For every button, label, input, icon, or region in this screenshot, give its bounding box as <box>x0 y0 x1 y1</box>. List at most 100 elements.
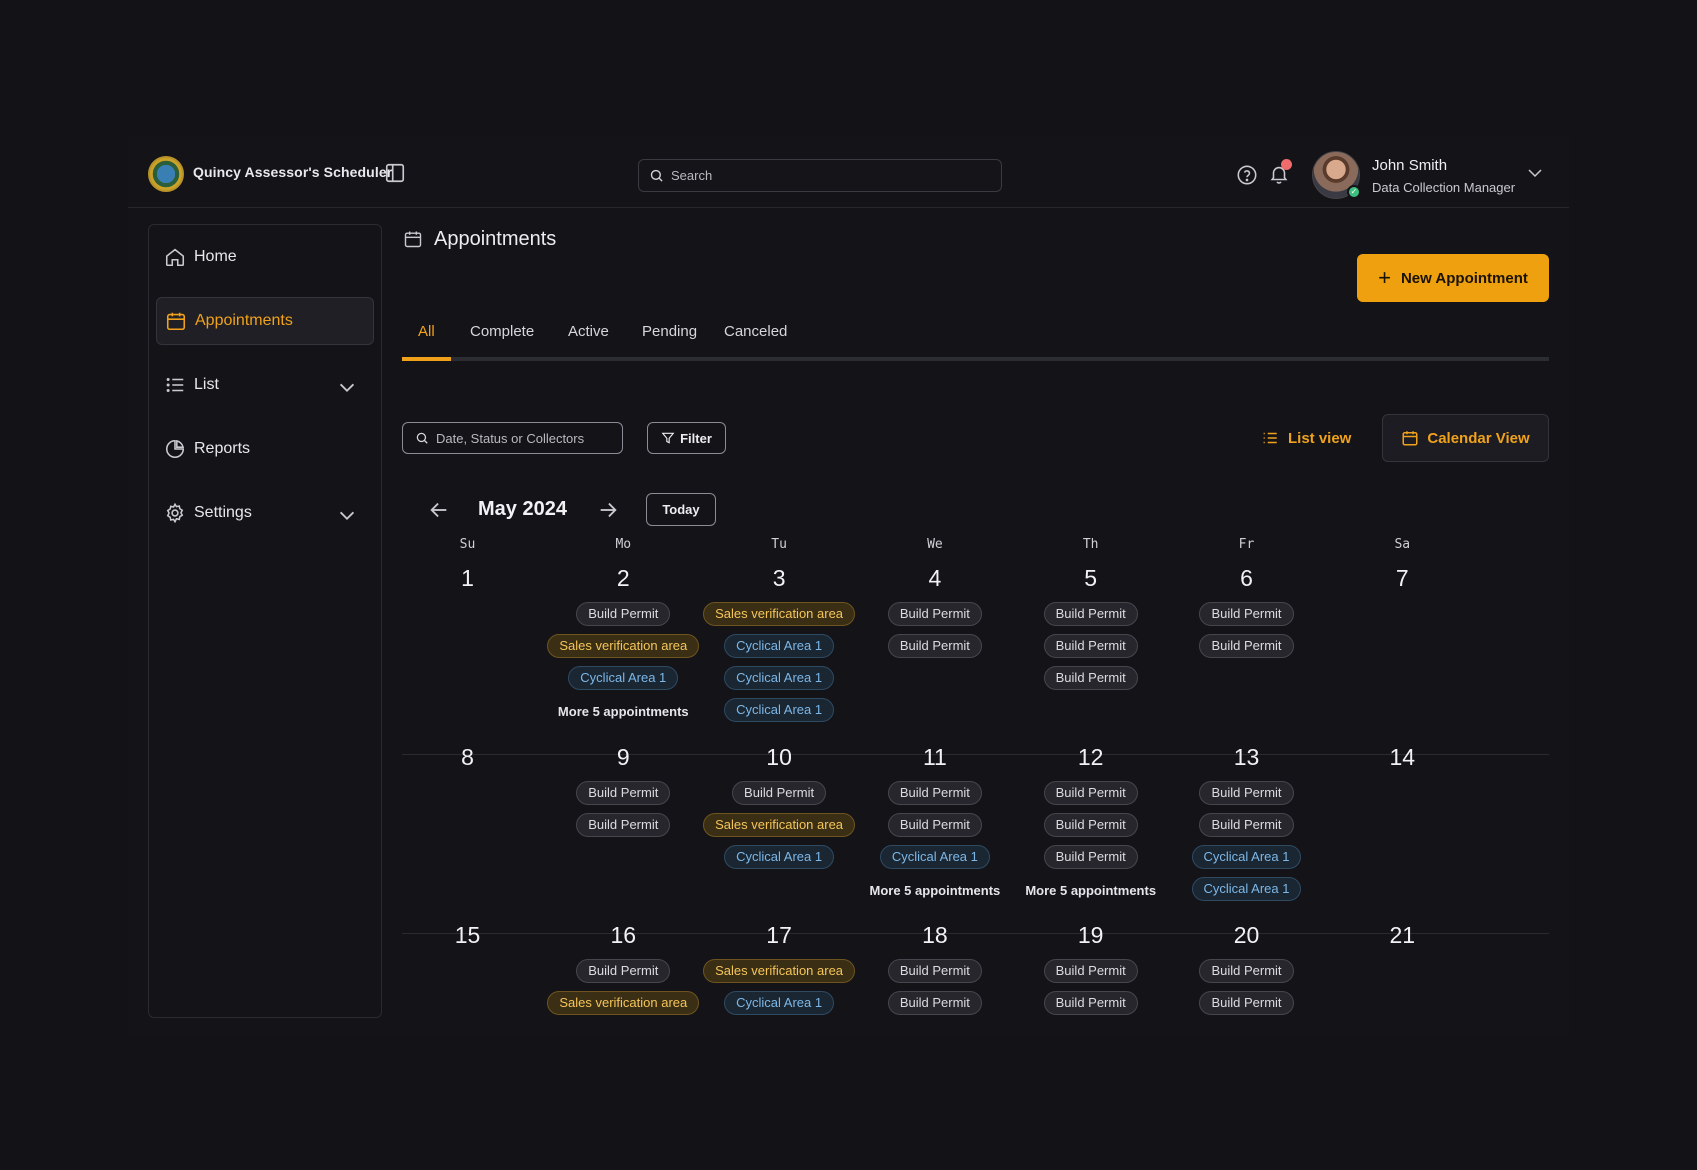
calendar-day-cell[interactable]: 12 Build Permit Build Permit Build Permit Mo… <box>1009 742 1172 934</box>
appointment-chip[interactable]: Build Permit <box>576 602 671 626</box>
chevron-down-icon[interactable] <box>336 377 358 399</box>
weekday-label: Su <box>459 537 476 552</box>
sidebar-item-list[interactable]: List <box>156 361 374 409</box>
tab-pending[interactable]: Pending <box>642 323 698 340</box>
appointment-chip[interactable]: Build Permit <box>887 634 982 658</box>
appointment-chip[interactable]: Build Permit <box>732 780 827 805</box>
sidebar: Home Appointments List Reports Settings <box>148 224 382 1018</box>
tab-active[interactable]: Active <box>568 323 609 340</box>
calendar-day-cell[interactable]: 5 Build Permit Build Permit Build Permit <box>1009 563 1172 755</box>
calendar-day-cell[interactable]: 17 Sales verification area Cyclical Area 1 <box>698 920 861 1035</box>
appointment-chip[interactable]: Build Permit <box>576 959 671 983</box>
more-appointments-link[interactable]: More 5 appointments <box>557 704 689 719</box>
appointment-chip[interactable]: Build Permit <box>887 959 982 983</box>
appointment-chip[interactable]: Cyclical Area 1 <box>879 844 990 869</box>
day-number: 21 <box>1389 922 1416 948</box>
appointment-chip[interactable]: Build Permit <box>1199 780 1294 805</box>
appointment-chip[interactable]: Cyclical Area 1 <box>1191 876 1302 901</box>
user-role: Data Collection Manager <box>1372 180 1516 195</box>
calendar-day-cell[interactable]: 4 Build Permit Build Permit <box>853 563 1016 755</box>
arrow-right-icon[interactable] <box>597 499 619 521</box>
calendar-day-cell[interactable]: 19 Build Permit Build Permit <box>1009 920 1172 1035</box>
appointment-chip[interactable]: Sales verification area <box>547 991 700 1015</box>
appointment-chip[interactable]: Cyclical Area 1 <box>724 634 835 658</box>
global-search[interactable] <box>638 159 1002 192</box>
list-view-button[interactable]: List view <box>1261 422 1351 454</box>
appointment-chip[interactable]: Build Permit <box>1043 844 1138 869</box>
more-appointments-link[interactable]: More 5 appointments <box>1025 882 1157 898</box>
top-header: Quincy Assessor's Scheduler ✓ John Smith… <box>128 135 1569 208</box>
day-number: 11 <box>922 743 947 770</box>
calendar-day-cell[interactable]: 1 <box>386 563 549 755</box>
appointment-chip[interactable]: Build Permit <box>887 602 982 626</box>
appointment-chip[interactable]: Sales verification area <box>547 634 700 658</box>
sidebar-item-appointments[interactable]: Appointments <box>156 297 374 345</box>
calendar-day-cell[interactable]: 16 Build Permit Sales verification area <box>542 920 705 1035</box>
day-number: 14 <box>1389 743 1416 770</box>
calendar-day-cell[interactable]: 15 <box>386 920 549 1035</box>
arrow-left-icon[interactable] <box>428 499 450 521</box>
calendar-day-cell[interactable]: 8 <box>386 742 549 934</box>
appointment-filter-input[interactable] <box>436 430 616 446</box>
appointment-filter-search[interactable] <box>402 422 623 454</box>
sidebar-item-label: Reports <box>194 440 251 457</box>
appointment-chip[interactable]: Build Permit <box>1043 812 1138 837</box>
appointment-chip[interactable]: Build Permit <box>887 991 982 1015</box>
tab-canceled[interactable]: Canceled <box>724 323 788 340</box>
calendar-day-cell[interactable]: 14 <box>1321 742 1484 934</box>
help-icon[interactable] <box>1236 164 1258 186</box>
appointment-chip[interactable]: Build Permit <box>1199 812 1294 837</box>
appointment-chip[interactable]: Sales verification area <box>703 812 856 837</box>
appointment-chip[interactable]: Build Permit <box>1199 991 1294 1015</box>
appointment-chip[interactable]: Build Permit <box>887 780 982 805</box>
appointment-chip[interactable]: Sales verification area <box>703 959 856 983</box>
calendar-day-cell[interactable]: 18 Build Permit Build Permit <box>853 920 1016 1035</box>
appointment-chip[interactable]: Cyclical Area 1 <box>1191 844 1302 869</box>
calendar-day-cell[interactable]: 3 Sales verification area Cyclical Area 1 C… <box>698 563 861 755</box>
global-search-input[interactable] <box>671 168 971 183</box>
appointment-chip[interactable]: Build Permit <box>1043 666 1138 690</box>
calendar-day-cell[interactable]: 13 Build Permit Build Permit Cyclical Area … <box>1165 742 1328 934</box>
calendar-day-cell[interactable]: 20 Build Permit Build Permit <box>1165 920 1328 1035</box>
calendar-day-cell[interactable]: 11 Build Permit Build Permit Cyclical Area … <box>853 742 1016 934</box>
new-appointment-button[interactable]: + New Appointment <box>1357 254 1549 302</box>
appointment-chip[interactable]: Cyclical Area 1 <box>724 991 835 1015</box>
appointment-chip[interactable]: Cyclical Area 1 <box>724 844 835 869</box>
appointment-chip[interactable]: Build Permit <box>1199 959 1294 983</box>
list-icon <box>1263 432 1277 444</box>
appointment-chip[interactable]: Build Permit <box>1043 959 1138 983</box>
appointment-chip[interactable]: Cyclical Area 1 <box>568 666 679 690</box>
chevron-down-icon[interactable] <box>336 505 358 527</box>
sidebar-item-reports[interactable]: Reports <box>156 425 374 473</box>
calendar-view-button[interactable]: Calendar View <box>1382 414 1549 462</box>
chevron-down-icon[interactable] <box>1526 166 1544 180</box>
appointment-chip[interactable]: Build Permit <box>1043 634 1138 658</box>
filter-button[interactable]: Filter <box>647 422 726 454</box>
appointment-chip[interactable]: Build Permit <box>576 780 671 805</box>
appointment-chip[interactable]: Build Permit <box>1043 780 1138 805</box>
sidebar-item-home[interactable]: Home <box>156 233 374 281</box>
calendar-day-cell[interactable]: 21 <box>1321 920 1484 1035</box>
appointment-chip[interactable]: Build Permit <box>576 812 671 837</box>
sidebar-toggle-icon[interactable] <box>384 162 406 184</box>
appointment-chip[interactable]: Cyclical Area 1 <box>724 698 835 722</box>
today-button[interactable]: Today <box>646 493 716 526</box>
calendar-day-cell[interactable]: 7 <box>1321 563 1484 755</box>
tab-all[interactable]: All <box>402 323 451 361</box>
appointment-chip[interactable]: Build Permit <box>887 812 982 837</box>
appointment-chip[interactable]: Build Permit <box>1199 634 1294 658</box>
calendar-day-cell[interactable]: 2 Build Permit Sales verification area Cycl… <box>542 563 705 755</box>
sidebar-item-settings[interactable]: Settings <box>156 489 374 537</box>
appointment-chip[interactable]: Build Permit <box>1043 991 1138 1015</box>
more-appointments-link[interactable]: More 5 appointments <box>869 882 1001 898</box>
appointment-chip[interactable]: Cyclical Area 1 <box>724 666 835 690</box>
tab-complete[interactable]: Complete <box>470 323 535 340</box>
calendar-day-cell[interactable]: 9 Build Permit Build Permit <box>542 742 705 934</box>
avatar[interactable] <box>1312 151 1360 199</box>
calendar-day-cell[interactable]: 10 Build Permit Sales verification area Cyc… <box>698 742 861 934</box>
appointment-chip[interactable]: Build Permit <box>1043 602 1138 626</box>
calendar-day-cell[interactable]: 6 Build Permit Build Permit <box>1165 563 1328 755</box>
appointment-chip[interactable]: Sales verification area <box>703 602 856 626</box>
day-number: 9 <box>616 743 630 770</box>
appointment-chip[interactable]: Build Permit <box>1199 602 1294 626</box>
